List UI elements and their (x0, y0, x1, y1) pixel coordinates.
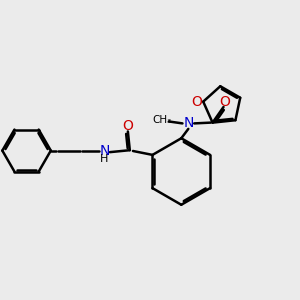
Text: N: N (183, 116, 194, 130)
Text: O: O (191, 94, 203, 109)
Text: CH₃: CH₃ (152, 115, 172, 125)
Text: O: O (219, 95, 230, 109)
Text: H: H (100, 154, 109, 164)
Text: O: O (122, 119, 133, 133)
Text: N: N (99, 144, 110, 158)
